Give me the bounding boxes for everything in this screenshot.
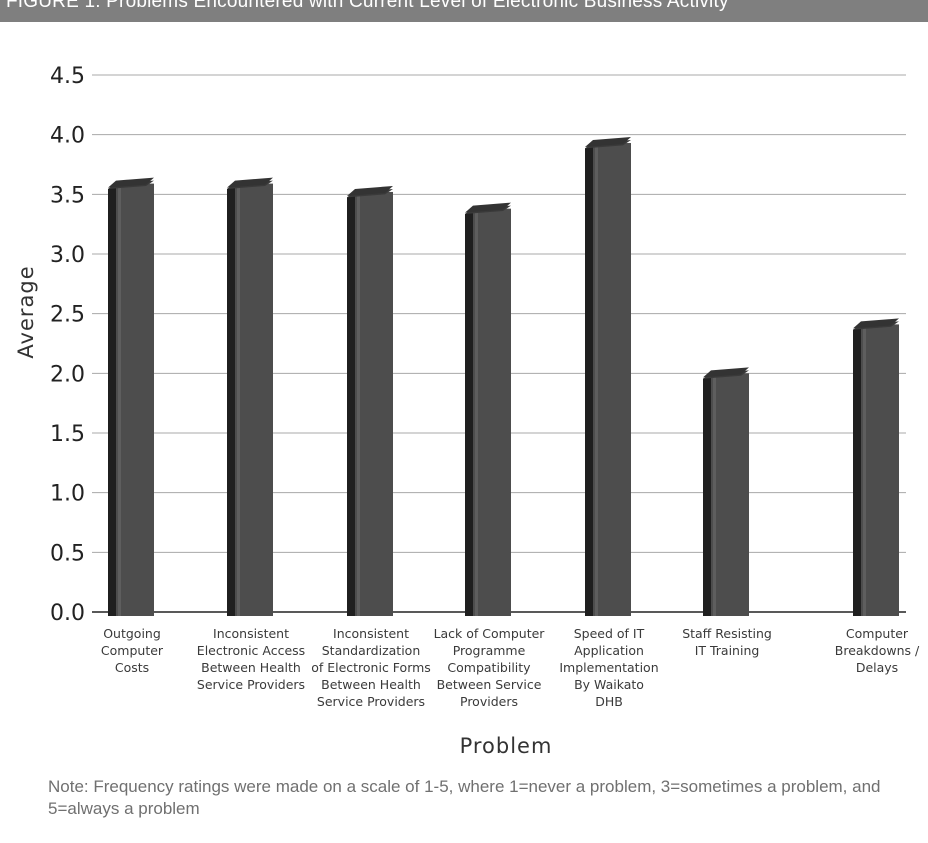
y-tick-label: 1.5 <box>50 422 85 447</box>
x-category-label-line: Inconsistent <box>333 626 409 641</box>
bar-highlight <box>863 326 866 616</box>
bar-top-face <box>347 185 393 196</box>
bar-top-face <box>465 202 511 213</box>
bar-highlight <box>118 185 121 617</box>
x-category-label: Staff Resisting IT Training <box>682 626 772 658</box>
x-category-label-line: DHB <box>595 694 623 709</box>
bar-chart: 0.0 0.5 1.0 1.5 2.0 2.5 3.0 3.5 4.0 4.5 Outgoing C… <box>14 64 920 758</box>
bar <box>585 137 631 616</box>
bar-highlight <box>475 210 478 617</box>
bars <box>108 137 899 617</box>
x-category-label-line: Electronic Access <box>197 643 305 658</box>
bar-side-face <box>108 183 116 617</box>
bar-front-face <box>473 208 511 617</box>
x-category-label: Inconsistent Standardization of Electronic… <box>311 626 431 709</box>
x-category-label-line: Service Providers <box>197 677 305 692</box>
x-category-label: Outgoing Computer Costs <box>101 626 164 675</box>
bar-top-face <box>227 177 273 188</box>
x-category-label-line: Delays <box>856 660 898 675</box>
x-category-label: Speed of IT Application Implementation By W… <box>559 626 658 709</box>
x-category-label: Inconsistent Electronic Access Between Hea… <box>197 626 305 692</box>
bar-highlight <box>713 375 716 616</box>
y-tick-label: 4.5 <box>50 64 85 89</box>
x-category-label-line: Between Service <box>437 677 542 692</box>
x-axis-title: Problem <box>460 734 553 758</box>
bar-top-face <box>585 137 631 148</box>
x-category-label-line: Staff Resisting <box>682 626 772 641</box>
x-category-label-line: By Waikato <box>574 677 644 692</box>
x-category-label-line: Implementation <box>559 660 658 675</box>
x-category-label-line: Speed of IT <box>574 626 645 641</box>
bar-front-face <box>711 373 749 616</box>
y-tick-label: 1.0 <box>50 482 85 507</box>
x-category-label-line: of Electronic Forms <box>311 660 431 675</box>
bar-side-face <box>853 324 861 616</box>
y-tick-label: 3.0 <box>50 243 85 268</box>
bar <box>347 185 393 617</box>
x-category-label-line: Programme <box>453 643 526 658</box>
y-tick-label: 2.0 <box>50 362 85 387</box>
figure-title: FIGURE 1: Problems Encountered with Curr… <box>6 0 729 12</box>
y-tick-label: 0.0 <box>50 601 85 626</box>
chart-note: Note: Frequency ratings were made on a s… <box>48 777 881 818</box>
figure-header-bar: FIGURE 1: Problems Encountered with Curr… <box>0 0 928 22</box>
x-category-label-line: Between Health <box>201 660 301 675</box>
x-category-label: Computer Breakdowns / Delays <box>835 626 920 675</box>
x-category-label-line: Breakdowns / <box>835 643 920 658</box>
bar-front-face <box>116 183 154 617</box>
x-category-label: Lack of Computer Programme Compatibility Be… <box>434 626 546 709</box>
bar-front-face <box>861 324 899 616</box>
bar-top-face <box>853 318 899 329</box>
x-category-label-line: Between Health <box>321 677 421 692</box>
y-tick-label: 2.5 <box>50 303 85 328</box>
x-category-label-line: Inconsistent <box>213 626 289 641</box>
bar <box>227 177 273 617</box>
y-axis-ticks: 0.0 0.5 1.0 1.5 2.0 2.5 3.0 3.5 4.0 4.5 <box>50 64 85 626</box>
bar <box>108 177 154 617</box>
y-tick-label: 3.5 <box>50 183 85 208</box>
x-category-label-line: Application <box>574 643 644 658</box>
x-category-label-line: Standardization <box>322 643 421 658</box>
bar-side-face <box>347 191 355 617</box>
bar-side-face <box>465 208 473 617</box>
y-tick-label: 4.0 <box>50 124 85 149</box>
x-category-label-line: Outgoing <box>103 626 161 641</box>
bar-top-face <box>703 367 749 378</box>
x-category-label-line: Computer <box>101 643 164 658</box>
x-axis-category-labels: Outgoing Computer Costs Inconsistent Electro… <box>101 626 920 709</box>
x-category-label-line: Computer <box>846 626 909 641</box>
y-tick-label: 0.5 <box>50 541 85 566</box>
bar <box>703 367 749 616</box>
x-category-label-line: Costs <box>115 660 149 675</box>
bar-side-face <box>585 143 593 616</box>
x-category-label-line: IT Training <box>695 643 760 658</box>
bar-highlight <box>595 145 598 616</box>
x-category-label-line: Providers <box>460 694 518 709</box>
bar-front-face <box>235 183 273 617</box>
bar <box>465 202 511 617</box>
bar <box>853 318 899 616</box>
y-axis-title: Average <box>14 265 38 358</box>
bar-front-face <box>593 143 631 616</box>
bar-front-face <box>355 191 393 617</box>
bar-highlight <box>237 185 240 617</box>
bar-side-face <box>227 183 235 617</box>
bar-highlight <box>357 193 360 617</box>
bar-side-face <box>703 373 711 616</box>
x-category-label-line: Compatibility <box>447 660 531 675</box>
x-category-label-line: Service Providers <box>317 694 425 709</box>
x-category-label-line: Lack of Computer <box>434 626 546 641</box>
bar-top-face <box>108 177 154 188</box>
